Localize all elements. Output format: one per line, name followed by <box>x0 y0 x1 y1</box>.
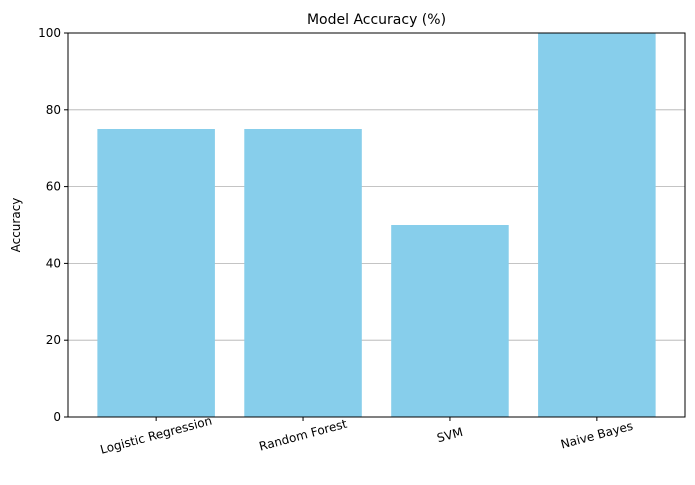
y-tick-label-0: 0 <box>53 410 61 424</box>
y-tick-label-60: 60 <box>46 180 61 194</box>
x-ticks: Logistic Regression Random Forest SVM Naive… <box>99 413 635 456</box>
x-tick-label-naive-bayes: Naive Bayes <box>559 419 634 452</box>
axes <box>67 32 686 418</box>
bars <box>97 33 656 417</box>
bar-svm <box>391 225 509 417</box>
chart-title: Model Accuracy (%) <box>307 12 446 28</box>
bar-logistic-regression <box>97 129 215 417</box>
bar-random-forest <box>244 129 362 417</box>
y-tick-label-80: 80 <box>46 103 61 117</box>
y-ticks: 0 20 40 60 80 100 <box>38 26 68 424</box>
y-axis-label: Accuracy <box>9 198 23 253</box>
x-tick-label-svm: SVM <box>435 425 464 445</box>
y-tick-label-40: 40 <box>46 256 61 270</box>
x-tick-label-random-forest: Random Forest <box>258 417 349 454</box>
bar-naive-bayes <box>538 33 656 417</box>
plot-frame <box>67 32 686 418</box>
y-tick-label-100: 100 <box>38 26 61 40</box>
y-tick-label-20: 20 <box>46 333 61 347</box>
